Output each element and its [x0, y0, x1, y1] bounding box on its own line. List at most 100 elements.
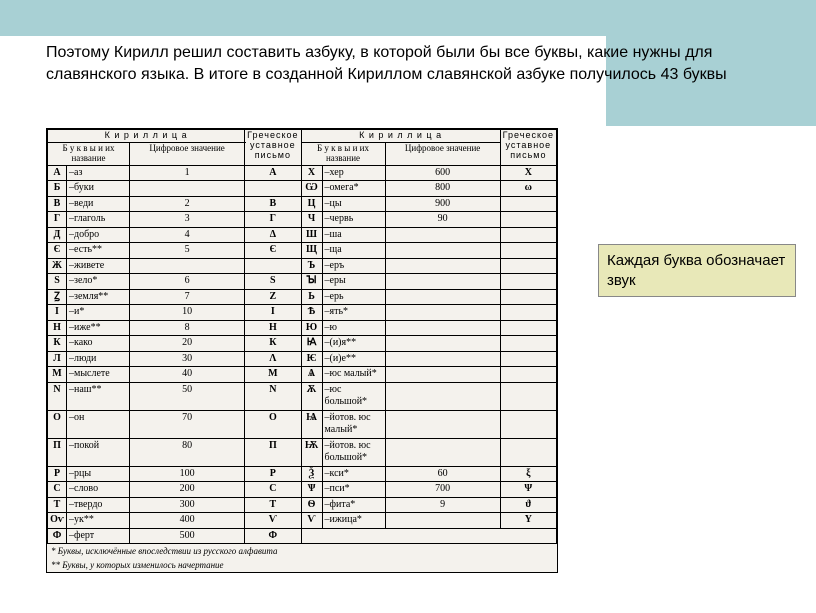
- letter-name: –ерь: [322, 289, 385, 305]
- greek-glyph: N: [245, 382, 301, 410]
- numeric-value: 3: [130, 212, 245, 228]
- numeric-value: 200: [130, 482, 245, 498]
- greek-glyph: В: [245, 196, 301, 212]
- numeric-value: 600: [385, 165, 500, 181]
- letter-name: –ща: [322, 243, 385, 259]
- numeric-value: 800: [385, 181, 500, 197]
- letter-name: –ук**: [67, 513, 130, 529]
- table-row: О–он70ОѨ–йотов. юс малый*: [48, 410, 557, 438]
- letter-name: –рцы: [67, 466, 130, 482]
- letter-name: –еръ: [322, 258, 385, 274]
- greek-glyph: [500, 320, 556, 336]
- letter-glyph: П: [48, 438, 67, 466]
- letter-name: –люди: [67, 351, 130, 367]
- letter-glyph: Ѵ: [301, 513, 322, 529]
- greek-glyph: Z: [245, 289, 301, 305]
- greek-glyph: [500, 258, 556, 274]
- letter-glyph: Ѭ: [301, 438, 322, 466]
- letter-name: –добро: [67, 227, 130, 243]
- letter-glyph: Щ: [301, 243, 322, 259]
- greek-glyph: К: [245, 336, 301, 352]
- numeric-value: [385, 438, 500, 466]
- greek-glyph: [500, 351, 556, 367]
- greek-glyph: Ѕ: [245, 274, 301, 290]
- numeric-value: 1: [130, 165, 245, 181]
- main-paragraph: Поэтому Кирилл решил составить азбуку, в…: [46, 42, 766, 85]
- greek-glyph: [500, 212, 556, 228]
- table-row: П–покой80ПѬ–йотов. юс большой*: [48, 438, 557, 466]
- table-row: Ж–живетеЪ–еръ: [48, 258, 557, 274]
- letter-name: –аз: [67, 165, 130, 181]
- table-row: Ф–ферт500Ф: [48, 528, 557, 544]
- letter-glyph: Х: [301, 165, 322, 181]
- greek-glyph: ω: [500, 181, 556, 197]
- letter-name: –червь: [322, 212, 385, 228]
- numeric-value: [385, 274, 500, 290]
- numeric-value: 7: [130, 289, 245, 305]
- greek-glyph: Н: [245, 320, 301, 336]
- greek-glyph: Α: [245, 165, 301, 181]
- numeric-value: 500: [130, 528, 245, 544]
- table-row: І–и*10ІѢ–ять*: [48, 305, 557, 321]
- numeric-value: 9: [385, 497, 500, 513]
- numeric-value: [385, 320, 500, 336]
- letter-glyph: І: [48, 305, 67, 321]
- greek-glyph: [500, 196, 556, 212]
- letter-name: –како: [67, 336, 130, 352]
- letter-glyph: Л: [48, 351, 67, 367]
- callout-box: Каждая буква обозначает звук: [598, 244, 796, 297]
- letter-name: –наш**: [67, 382, 130, 410]
- letter-name: –ша: [322, 227, 385, 243]
- letter-glyph: Ѥ: [301, 351, 322, 367]
- numeric-value: [385, 410, 500, 438]
- letter-name: –фита*: [322, 497, 385, 513]
- letter-glyph: Ю: [301, 320, 322, 336]
- numeric-value: 50: [130, 382, 245, 410]
- numeric-value: 40: [130, 367, 245, 383]
- table-row: М–мыслете40МѦ–юс малый*: [48, 367, 557, 383]
- numeric-value: [385, 351, 500, 367]
- numeric-value: [130, 181, 245, 197]
- col-kirillitsa-left: К и р и л л и ц а: [48, 130, 245, 143]
- letter-glyph: Ж: [48, 258, 67, 274]
- numeric-value: 60: [385, 466, 500, 482]
- letter-name: –еры: [322, 274, 385, 290]
- letter-name: –глаголь: [67, 212, 130, 228]
- greek-glyph: [500, 367, 556, 383]
- greek-glyph: Υ: [500, 513, 556, 529]
- numeric-value: [385, 336, 500, 352]
- letter-name: –юс малый*: [322, 367, 385, 383]
- col-num-left: Цифровое значение: [130, 142, 245, 165]
- numeric-value: 10: [130, 305, 245, 321]
- table-row: В–веди2ВЦ–цы900: [48, 196, 557, 212]
- greek-glyph: [500, 305, 556, 321]
- numeric-value: [385, 289, 500, 305]
- greek-glyph: П: [245, 438, 301, 466]
- letter-glyph: Ъ: [301, 258, 322, 274]
- letter-name: –цы: [322, 196, 385, 212]
- table-row: Г–глаголь3ГЧ–червь90: [48, 212, 557, 228]
- numeric-value: 20: [130, 336, 245, 352]
- letter-glyph: Н: [48, 320, 67, 336]
- table-row: К–како20КꙖ–(и)я**: [48, 336, 557, 352]
- numeric-value: [385, 513, 500, 529]
- greek-glyph: Δ: [245, 227, 301, 243]
- letter-name: –ферт: [67, 528, 130, 544]
- table-row: Т–твердо300ТѲ–фита*9ϑ: [48, 497, 557, 513]
- greek-glyph: ϑ: [500, 497, 556, 513]
- letter-name: –йотов. юс малый*: [322, 410, 385, 438]
- greek-glyph: [500, 438, 556, 466]
- table-row: Р–рцы100РѮ–кси*60ξ: [48, 466, 557, 482]
- letter-name: –йотов. юс большой*: [322, 438, 385, 466]
- letter-name: –он: [67, 410, 130, 438]
- greek-glyph: [500, 227, 556, 243]
- numeric-value: 2: [130, 196, 245, 212]
- greek-glyph: Ѵ: [245, 513, 301, 529]
- numeric-value: 8: [130, 320, 245, 336]
- greek-glyph: [500, 274, 556, 290]
- letter-glyph: Ш: [301, 227, 322, 243]
- greek-glyph: [245, 181, 301, 197]
- letter-name: –твердо: [67, 497, 130, 513]
- letter-glyph: Ѕ: [48, 274, 67, 290]
- letter-glyph: В: [48, 196, 67, 212]
